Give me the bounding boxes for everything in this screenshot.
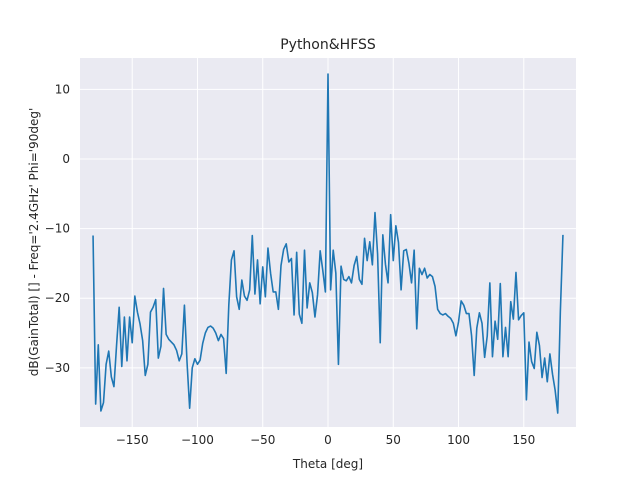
y-tick-label: −20 <box>45 291 70 305</box>
series-layer <box>92 73 564 414</box>
x-axis-ticks: −150 −100 −50 0 50 100 150 <box>116 433 536 447</box>
x-tick-label: −50 <box>250 433 275 447</box>
series-line-0 <box>92 73 564 414</box>
y-tick-label: 10 <box>55 82 70 96</box>
y-tick-label: −10 <box>45 222 70 236</box>
x-tick-label: 0 <box>324 433 332 447</box>
y-tick-label: 0 <box>62 152 70 166</box>
y-axis-ticks: 10 0 −10 −20 −30 <box>45 82 70 374</box>
x-tick-label: −150 <box>116 433 149 447</box>
x-tick-label: −100 <box>181 433 214 447</box>
x-tick-label: 100 <box>447 433 470 447</box>
x-tick-label: 50 <box>386 433 401 447</box>
chart-title: Python&HFSS <box>280 37 376 53</box>
x-axis-label: Theta [deg] <box>292 457 363 471</box>
x-tick-label: 150 <box>512 433 535 447</box>
y-tick-label: −30 <box>45 361 70 375</box>
y-axis-label: dB(GainTotal) [] - Freq='2.4GHz' Phi='90… <box>27 108 41 377</box>
